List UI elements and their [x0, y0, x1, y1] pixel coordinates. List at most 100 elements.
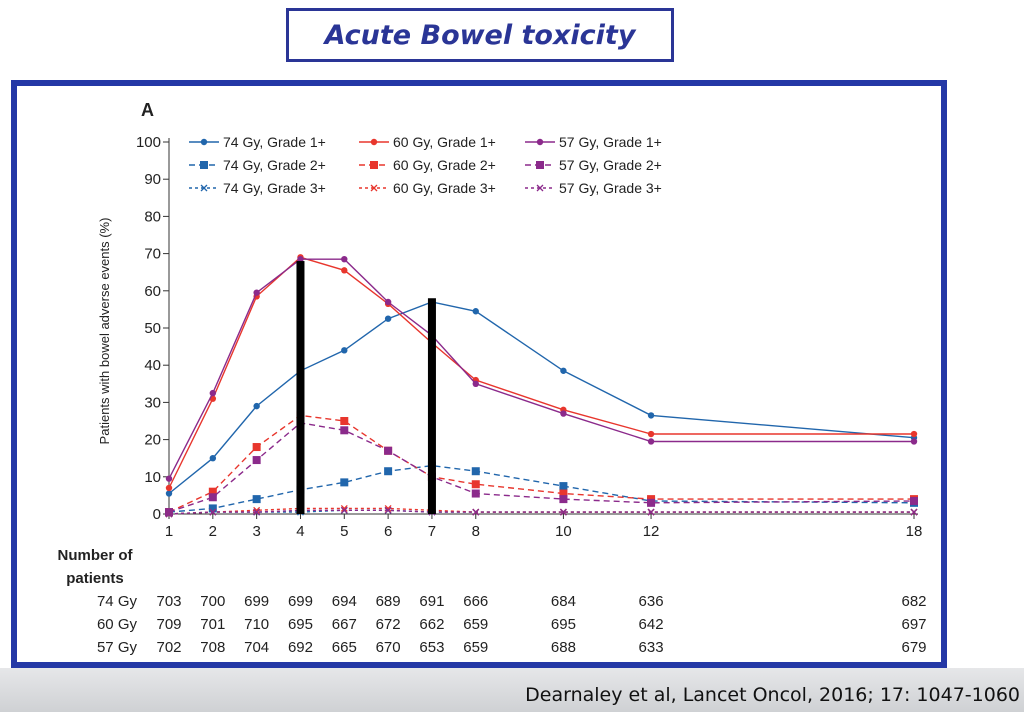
patients-74-gy-week-1: 703	[156, 593, 181, 610]
patients-57-gy-week-5: 665	[332, 639, 357, 656]
x-tick-label-18: 18	[906, 523, 923, 540]
point-57-gy-grade-3-8	[472, 508, 480, 516]
point-57-gy-grade-3-12	[647, 508, 655, 516]
slide-title: Acute Bowel toxicity	[324, 19, 636, 51]
point-74-gy-grade-2-2	[208, 504, 217, 513]
patients-60-gy-week-7: 662	[419, 616, 444, 633]
point-57-gy-grade-2-12	[647, 498, 656, 507]
y-tick-label-10: 10	[144, 469, 161, 486]
patients-60-gy-week-12: 642	[639, 616, 664, 633]
citation: Dearnaley et al, Lancet Oncol, 2016; 17:…	[525, 684, 1020, 706]
point-74-gy-grade-1-3	[253, 402, 260, 410]
y-tick-label-80: 80	[144, 208, 161, 225]
patients-60-gy-week-18: 697	[901, 616, 926, 633]
point-74-gy-grade-2-8	[471, 467, 480, 476]
patients-60-gy-week-3: 710	[244, 616, 269, 633]
point-57-gy-grade-3-2	[209, 508, 217, 516]
patients-74-gy-week-3: 699	[244, 593, 269, 610]
series-line-60-gy-grade-1	[168, 256, 914, 489]
point-74-gy-grade-1-5	[341, 347, 348, 354]
x-tick-label-3: 3	[252, 523, 260, 540]
point-57-gy-grade-3-3	[253, 508, 261, 516]
bowel-toxicity-chart: A Patients with bowel adverse events (%)…	[58, 100, 927, 656]
legend-entry-74-gy-grade-2: 74 Gy, Grade 2+	[189, 157, 326, 173]
point-57-gy-grade-2-5	[340, 426, 349, 435]
patients-table: Number of patients 74 Gy 703 700 699 699 694 689…	[58, 547, 927, 656]
legend-entry-60-gy-grade-1: 60 Gy, Grade 1+	[359, 134, 496, 150]
patients-header-line2: patients	[66, 570, 124, 587]
point-74-gy-grade-1-6	[384, 315, 392, 322]
patients-74-gy-week-10: 684	[551, 593, 576, 610]
legend-label-57-gy-grade-2: 57 Gy, Grade 2+	[559, 157, 662, 173]
patients-57-gy-week-8: 659	[463, 639, 488, 656]
point-57-gy-grade-1-3	[253, 289, 260, 296]
patients-row-label-60-gy: 60 Gy	[97, 616, 138, 633]
point-57-gy-grade-2-1	[165, 508, 173, 517]
legend-entry-74-gy-grade-3: 74 Gy, Grade 3+	[189, 180, 326, 196]
point-57-gy-grade-3-6	[384, 506, 392, 514]
point-57-gy-grade-1-10	[560, 410, 567, 417]
point-57-gy-grade-2-6	[384, 446, 393, 455]
legend-label-60-gy-grade-2: 60 Gy, Grade 2+	[393, 157, 496, 173]
point-60-gy-grade-2-2	[208, 487, 217, 496]
point-74-gy-grade-2-5	[340, 478, 349, 487]
point-60-gy-grade-2-3	[252, 443, 261, 452]
series-layer	[165, 254, 918, 518]
legend-entry-57-gy-grade-2: 57 Gy, Grade 2+	[525, 157, 662, 173]
patients-row-label-74-gy: 74 Gy	[97, 593, 138, 610]
point-57-gy-grade-2-3	[252, 456, 261, 465]
patients-74-gy-week-7: 691	[419, 593, 444, 610]
point-57-gy-grade-3-5	[340, 506, 348, 514]
y-tick-label-90: 90	[144, 171, 161, 188]
point-57-gy-grade-3-1	[165, 510, 173, 518]
point-74-gy-grade-1-2	[209, 455, 217, 462]
patients-row-label-57-gy: 57 Gy	[97, 639, 138, 656]
patients-57-gy-week-3: 704	[244, 639, 269, 656]
series-line-57-gy-grade-3	[168, 509, 914, 515]
patients-74-gy-week-18: 682	[901, 593, 926, 610]
annotation-bar-2	[427, 298, 436, 514]
patients-60-gy-week-6: 672	[376, 616, 401, 633]
patients-74-gy-week-8: 666	[463, 593, 488, 610]
legend-entry-60-gy-grade-2: 60 Gy, Grade 2+	[359, 157, 496, 173]
point-57-gy-grade-1-8	[472, 380, 479, 387]
patients-57-gy-week-12: 633	[639, 639, 664, 656]
x-tick-label-8: 8	[472, 523, 480, 540]
patients-57-gy-week-6: 670	[376, 639, 401, 656]
point-60-gy-grade-1-1	[165, 484, 173, 492]
legend-label-60-gy-grade-3: 60 Gy, Grade 3+	[393, 180, 496, 196]
y-tick-label-30: 30	[144, 394, 161, 411]
point-74-gy-grade-2-3	[252, 495, 261, 504]
point-74-gy-grade-1-1	[165, 490, 173, 497]
point-57-gy-grade-1-6	[384, 298, 392, 306]
legend-label-57-gy-grade-1: 57 Gy, Grade 1+	[559, 134, 662, 150]
patients-57-gy-week-10: 688	[551, 639, 576, 656]
x-tick-label-2: 2	[209, 523, 217, 540]
annotation-bar-1	[296, 261, 305, 514]
patients-57-gy-week-1: 702	[156, 639, 181, 656]
x-tick-label-6: 6	[384, 523, 392, 540]
chart-frame: A Patients with bowel adverse events (%)…	[11, 80, 947, 668]
legend-label-74-gy-grade-1: 74 Gy, Grade 1+	[223, 134, 326, 150]
patients-60-gy-week-1: 709	[156, 616, 181, 633]
y-tick-label-40: 40	[144, 357, 161, 374]
legend-label-60-gy-grade-1: 60 Gy, Grade 1+	[393, 134, 496, 150]
legend-label-57-gy-grade-3: 57 Gy, Grade 3+	[559, 180, 662, 196]
y-tick-label-20: 20	[144, 432, 161, 449]
point-57-gy-grade-2-18	[910, 496, 918, 505]
point-57-gy-grade-2-8	[471, 489, 480, 498]
point-57-gy-grade-1-5	[341, 255, 348, 263]
y-tick-label-100: 100	[136, 134, 161, 151]
patients-74-gy-week-2: 700	[200, 593, 225, 610]
x-tick-label-7: 7	[428, 523, 436, 540]
point-57-gy-grade-3-10	[559, 508, 567, 516]
series-line-60-gy-grade-3	[168, 507, 914, 515]
panel-label: A	[141, 100, 154, 120]
patients-60-gy-week-8: 659	[463, 616, 488, 633]
legend: 74 Gy, Grade 1+ 60 Gy, Grade 1+ 57 Gy, Gra…	[189, 134, 662, 196]
patients-60-gy-week-10: 695	[551, 616, 576, 633]
legend-entry-57-gy-grade-3: 57 Gy, Grade 3+	[525, 180, 662, 196]
annotation-layer	[296, 261, 436, 514]
point-60-gy-grade-2-8	[471, 480, 480, 489]
